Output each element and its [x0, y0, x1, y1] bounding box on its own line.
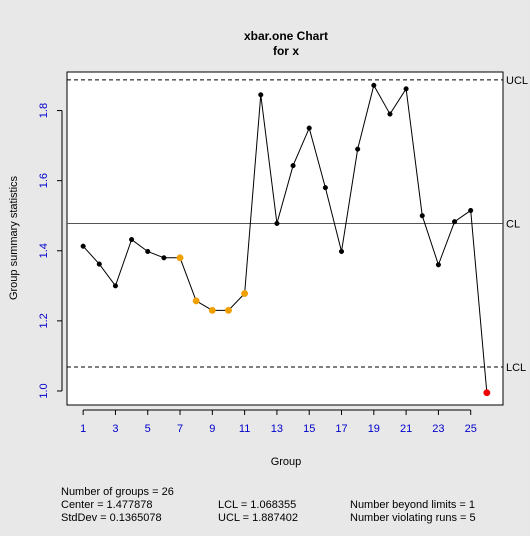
data-point-26 — [483, 389, 491, 397]
data-point-4 — [129, 237, 135, 243]
series-line — [82, 83, 488, 393]
data-point-5 — [145, 248, 151, 255]
data-point-13 — [274, 220, 280, 226]
y-tick-label: 1.2 — [38, 313, 50, 328]
data-point-1 — [80, 243, 86, 249]
data-point-14 — [290, 163, 296, 169]
stat-violating-runs: Number violating runs = 5 — [350, 512, 476, 524]
x-tick-label: 5 — [145, 423, 151, 435]
data-point-11 — [241, 290, 249, 297]
stat-ucl: UCL = 1.887402 — [218, 512, 299, 524]
data-point-23 — [435, 262, 441, 268]
data-point-17 — [338, 248, 345, 255]
x-tick-label: 15 — [303, 423, 315, 435]
x-tick-label: 9 — [209, 423, 215, 435]
x-axis-label: Group — [271, 456, 302, 468]
stat-lcl: LCL = 1.068355 — [218, 499, 297, 511]
x-tick-label: 13 — [271, 423, 283, 435]
x-tick-label: 25 — [465, 423, 477, 435]
data-point-10 — [225, 306, 232, 314]
data-point-18 — [355, 146, 361, 152]
chart-title: xbar.one Chart — [244, 29, 328, 43]
data-point-24 — [452, 219, 458, 225]
y-axis-label: Group summary statistics — [8, 175, 20, 300]
data-point-2 — [96, 261, 102, 267]
data-point-20 — [387, 111, 393, 117]
x-tick-label: 1 — [80, 423, 86, 435]
x-tick-label: 11 — [239, 423, 250, 435]
plot-area — [66, 71, 504, 406]
x-tick-label: 3 — [112, 423, 118, 435]
y-tick-label: 1.0 — [38, 383, 50, 398]
x-tick-label: 19 — [368, 423, 380, 435]
data-point-3 — [112, 283, 118, 289]
data-point-15 — [306, 125, 312, 131]
x-tick-label: 17 — [335, 423, 347, 435]
lcl-label: LCL — [506, 362, 526, 374]
data-point-22 — [419, 213, 425, 219]
data-point-7 — [176, 254, 184, 262]
stat-beyond-limits: Number beyond limits = 1 — [350, 499, 476, 511]
data-point-6 — [161, 255, 167, 261]
x-tick-label: 21 — [400, 423, 412, 435]
data-point-19 — [371, 82, 377, 88]
data-point-21 — [403, 86, 409, 92]
y-tick-label: 1.4 — [38, 243, 50, 258]
x-tick-label: 23 — [432, 423, 444, 435]
stat-stddev: StdDev = 0.1365078 — [61, 512, 162, 524]
data-point-9 — [208, 306, 216, 314]
y-tick-label: 1.6 — [38, 173, 50, 188]
y-tick-label: 1.8 — [38, 103, 50, 118]
cl-label: CL — [506, 218, 520, 230]
stat-groups: Number of groups = 26 — [61, 486, 174, 498]
data-point-8 — [192, 297, 200, 305]
data-point-16 — [322, 185, 328, 191]
x-tick-label: 7 — [177, 423, 183, 435]
stat-center: Center = 1.477878 — [61, 499, 153, 511]
data-point-25 — [468, 207, 474, 214]
chart-subtitle: for x — [273, 44, 299, 58]
ucl-label: UCL — [506, 75, 528, 87]
data-point-12 — [258, 92, 264, 98]
